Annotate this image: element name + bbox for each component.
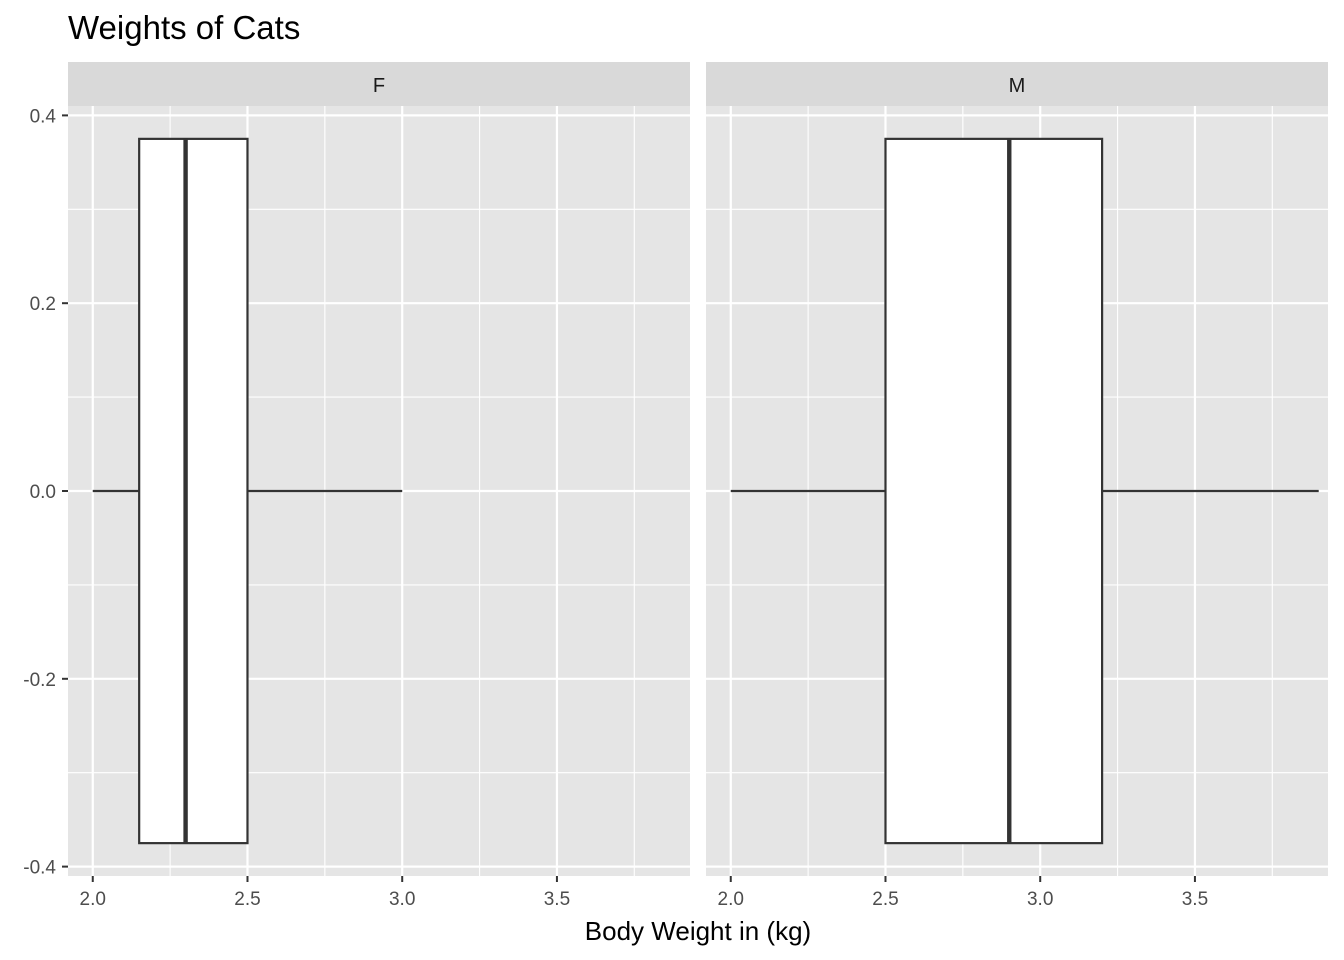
y-tick-label: 0.0	[30, 482, 56, 503]
y-tick-label: -0.4	[23, 858, 56, 879]
facet-panel-m: M 2.0 2.5 3.0 3.5	[706, 62, 1328, 910]
x-tick-label: 3.0	[1027, 889, 1053, 910]
box	[138, 137, 249, 845]
facet-strip	[706, 62, 1328, 106]
facet-strip-label: F	[373, 75, 385, 97]
x-tick-label: 2.5	[872, 889, 898, 910]
facet-strip	[68, 62, 690, 106]
facet-panel-f: F 2.0 2.5 3.0 3.5	[68, 62, 690, 910]
y-tick-label: 0.4	[30, 106, 57, 127]
plot-area: F 2.0 2.5 3.0 3.5 M 2.0 2.5 3.0 3.5 -0.4 -0.2 0.0 0.2…	[23, 62, 1328, 910]
x-tick-label: 3.5	[544, 889, 570, 910]
x-tick-label: 3.5	[1182, 889, 1208, 910]
x-axis-title: Body Weight in (kg)	[585, 916, 811, 946]
y-tick-label: 0.2	[30, 294, 56, 315]
x-tick-label: 2.0	[80, 889, 106, 910]
x-tick-label: 2.5	[234, 889, 260, 910]
y-axis: -0.4 -0.2 0.0 0.2 0.4	[23, 106, 68, 879]
x-tick-label: 2.0	[718, 889, 744, 910]
facet-strip-label: M	[1009, 75, 1026, 97]
chart-title: Weights of Cats	[68, 9, 300, 46]
x-tick-label: 3.0	[389, 889, 415, 910]
y-tick-label: -0.2	[23, 670, 56, 691]
box	[884, 137, 1104, 845]
